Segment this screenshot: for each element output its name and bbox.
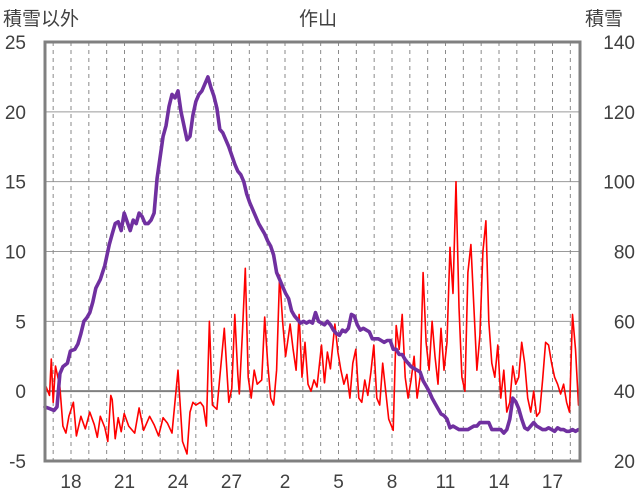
x-tick-label: 8 [387,472,398,493]
right-tick-label: 120 [603,103,635,124]
chart-title: 作山 [299,8,338,30]
x-tick-label: 21 [114,472,135,493]
x-tick-label: 24 [167,472,189,493]
right-tick-label: 20 [614,452,635,473]
right-tick-label: 40 [614,382,635,403]
x-tick-label: 17 [542,472,563,493]
x-tick-label: 27 [221,472,242,493]
right-axis-label: 積雪 [585,8,624,30]
right-tick-label: 60 [614,312,635,333]
x-tick-label: 11 [436,472,456,493]
left-tick-label: 25 [5,33,26,54]
right-tick-label: 140 [603,33,635,54]
plot-frame [43,40,582,463]
left-tick-label: 10 [5,243,26,264]
left-tick-label: -5 [9,452,26,473]
right-tick-label: 100 [603,173,635,194]
left-tick-label: 0 [15,382,26,403]
x-tick-label: 14 [488,472,510,493]
x-tick-label: 5 [333,472,344,493]
series-line-left [44,180,580,455]
x-axis-ticks: 18 21 24 27 2 5 8 11 14 17 [60,472,563,493]
x-tick-label: 18 [60,472,81,493]
right-axis-ticks: 140 120 100 80 60 40 20 [603,33,635,473]
x-tick-label: 2 [280,472,291,493]
series-lines [43,75,581,455]
left-tick-label: 20 [5,103,26,124]
left-tick-label: 5 [15,312,26,333]
left-axis-ticks: 25 20 15 10 5 0 -5 [5,33,26,473]
left-axis-label: 積雪以外 [3,8,80,30]
series-line-right [43,75,581,435]
right-tick-label: 80 [614,243,635,264]
left-tick-label: 15 [5,173,26,194]
